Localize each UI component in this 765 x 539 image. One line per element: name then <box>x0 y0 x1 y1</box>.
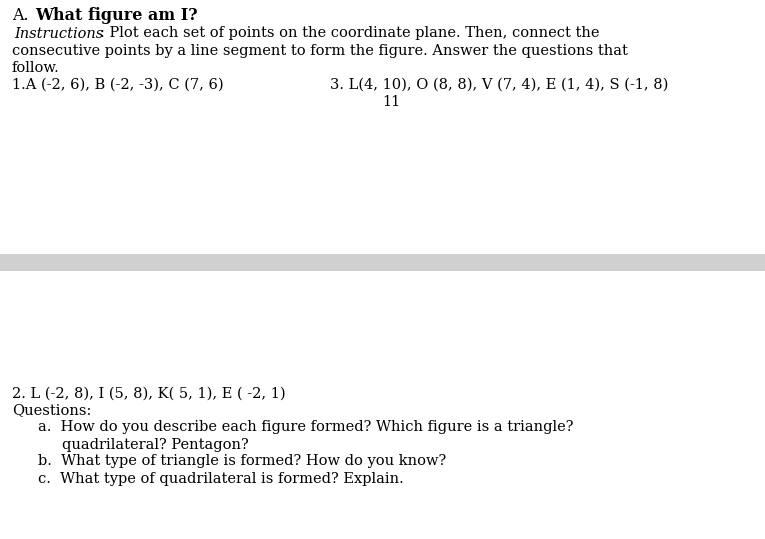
Text: quadrilateral? Pentagon?: quadrilateral? Pentagon? <box>62 438 249 452</box>
Text: What figure am I?: What figure am I? <box>35 6 197 24</box>
Text: consecutive points by a line segment to form the figure. Answer the questions th: consecutive points by a line segment to … <box>12 44 628 58</box>
Bar <box>0 271 765 539</box>
Text: b.  What type of triangle is formed? How do you know?: b. What type of triangle is formed? How … <box>38 454 446 468</box>
Text: follow.: follow. <box>12 60 60 74</box>
Text: 1.A (-2, 6), B (-2, -3), C (7, 6): 1.A (-2, 6), B (-2, -3), C (7, 6) <box>12 78 223 92</box>
Text: Instructions: Instructions <box>14 26 103 40</box>
Bar <box>0 0 765 254</box>
Text: 2. L (-2, 8), I (5, 8), K( 5, 1), E ( -2, 1): 2. L (-2, 8), I (5, 8), K( 5, 1), E ( -2… <box>12 386 285 400</box>
Text: 3. L(4, 10), O (8, 8), V (7, 4), E (1, 4), S (-1, 8): 3. L(4, 10), O (8, 8), V (7, 4), E (1, 4… <box>330 78 669 92</box>
Text: a.  How do you describe each figure formed? Which figure is a triangle?: a. How do you describe each figure forme… <box>38 420 574 434</box>
Text: : Plot each set of points on the coordinate plane. Then, connect the: : Plot each set of points on the coordin… <box>100 26 600 40</box>
Bar <box>0 254 765 271</box>
Text: c.  What type of quadrilateral is formed? Explain.: c. What type of quadrilateral is formed?… <box>38 472 404 486</box>
Text: A.: A. <box>12 6 34 24</box>
Text: Questions:: Questions: <box>12 404 91 418</box>
Text: 11: 11 <box>382 94 400 108</box>
